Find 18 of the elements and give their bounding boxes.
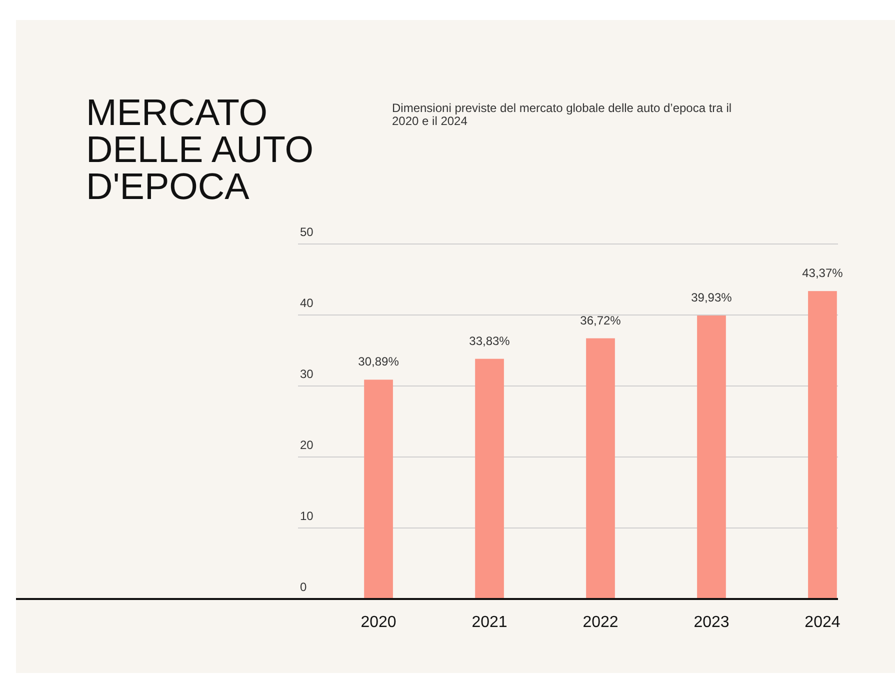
y-tick-label: 30 xyxy=(300,367,314,381)
y-tick-label: 20 xyxy=(300,438,314,452)
x-tick-label: 2022 xyxy=(582,614,618,631)
data-label: 43,37% xyxy=(802,266,844,280)
y-tick-label: 10 xyxy=(300,509,314,523)
data-label: 39,93% xyxy=(691,290,732,304)
x-tick-label: 2023 xyxy=(694,614,730,631)
y-tick-label: 40 xyxy=(300,296,314,310)
data-label: 33,83% xyxy=(469,334,510,348)
data-label: 36,72% xyxy=(580,313,622,328)
x-tick-label: 2024 xyxy=(804,614,840,631)
x-tick-label: 2021 xyxy=(472,614,508,631)
chart-subtitle: Dimensioni previste del mercato globale delle auto d’epoca tra il 2020 e il 2024 xyxy=(392,101,732,128)
y-tick-label: 50 xyxy=(300,225,314,239)
y-tick-label: 0 xyxy=(300,580,307,594)
data-label: 30,89% xyxy=(358,354,400,369)
x-tick-label: 2020 xyxy=(360,614,396,631)
chart-title: MERCATO DELLE AUTO D'EPOCA xyxy=(86,92,314,207)
